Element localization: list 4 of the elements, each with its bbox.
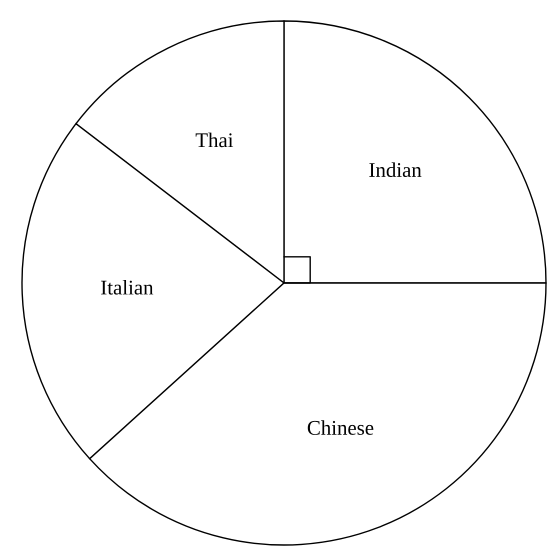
slice-label: Italian <box>101 280 154 295</box>
slice-label: Indian <box>369 162 422 178</box>
slice-label: Thai <box>196 132 234 148</box>
slice-label: Chinese <box>308 420 374 435</box>
